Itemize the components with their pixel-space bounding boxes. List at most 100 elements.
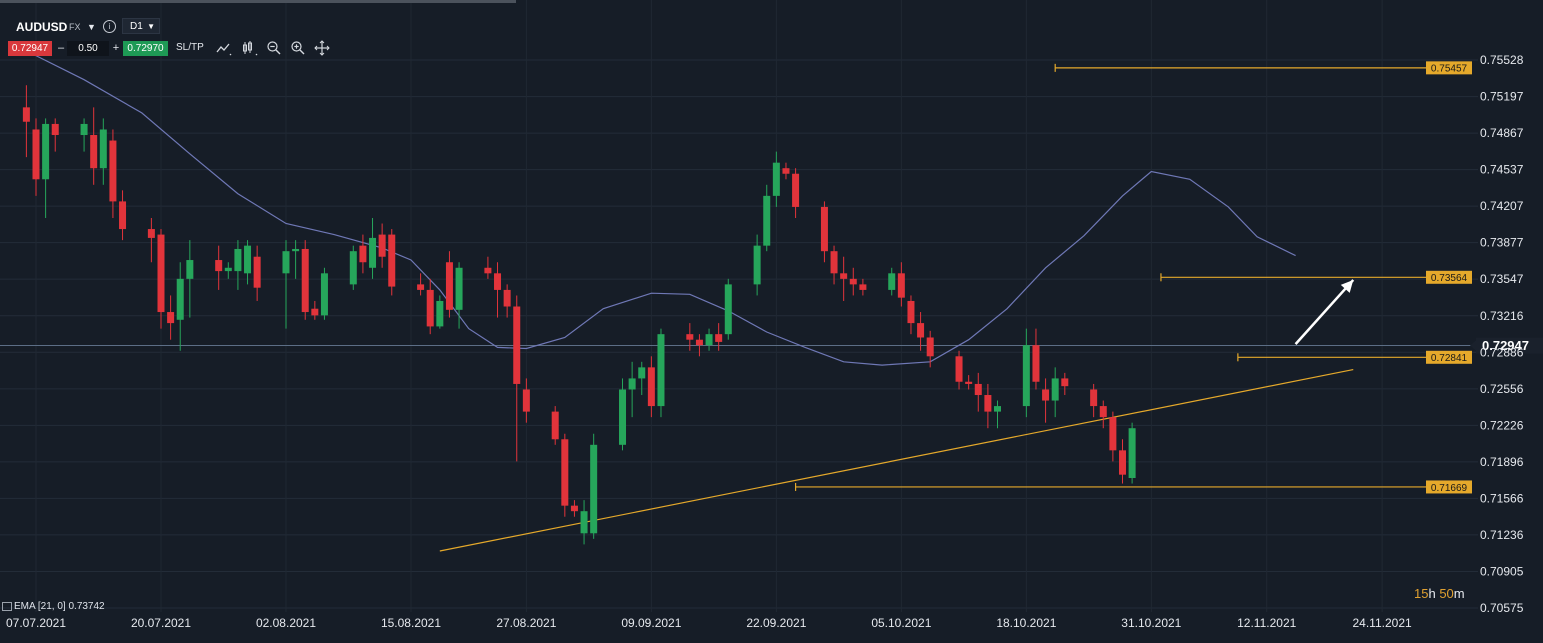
candle-down [109, 140, 117, 202]
chart-grid [0, 0, 1478, 612]
candle-up [176, 278, 184, 320]
price-tick-label: 0.74537 [1480, 163, 1524, 177]
price-axis: 0.75528 0.75197 0.74867 0.74537 0.74207 0.738… [1480, 53, 1524, 615]
date-tick-label: 05.10.2021 [871, 616, 931, 630]
market-type: FX [69, 22, 81, 32]
candle-down [22, 107, 30, 122]
projection-arrow-head [1340, 279, 1354, 293]
crosshair-icon[interactable] [314, 40, 330, 56]
zoom-in-icon[interactable] [290, 40, 306, 56]
candle-up [292, 248, 300, 252]
candle-down [513, 306, 521, 384]
candle-down [1061, 378, 1069, 387]
candle-up [994, 406, 1001, 412]
increase-quantity-button[interactable]: + [112, 42, 120, 54]
price-tick-label: 0.74867 [1480, 126, 1524, 140]
candle-down [301, 248, 309, 313]
timeframe-select[interactable]: D1 ▼ [122, 18, 160, 34]
indicator-text: EMA [21, 0] 0.73742 [14, 601, 105, 612]
candle-up [590, 444, 598, 534]
candles-layer [22, 85, 1136, 545]
symbol-dropdown-icon[interactable]: ▼ [87, 22, 96, 32]
price-tick-label: 0.71566 [1480, 491, 1524, 505]
date-tick-label: 27.08.2021 [496, 616, 556, 630]
candle-up [619, 389, 627, 445]
candle-up [234, 248, 242, 272]
candle-down [926, 337, 934, 357]
candle-down [974, 383, 982, 396]
sell-button[interactable]: 0.72947 [8, 41, 52, 56]
indicator-legend[interactable]: EMA [21, 0] 0.73742 [2, 601, 105, 612]
candle-down [984, 395, 992, 412]
candle-down [51, 123, 59, 136]
candle-up [753, 245, 761, 285]
candle-up [349, 251, 357, 285]
ema-line-layer [26, 50, 1296, 366]
candle-down [820, 206, 828, 252]
date-tick-label: 12.11.2021 [1237, 616, 1296, 630]
candle-down [522, 389, 530, 412]
level-badge [1426, 61, 1472, 75]
candle-down [840, 273, 848, 279]
candle-up [705, 334, 713, 346]
price-tick-label: 0.72556 [1480, 382, 1524, 396]
price-tick-label: 0.72886 [1480, 345, 1524, 359]
zoom-out-icon[interactable] [266, 40, 282, 56]
candle-down [792, 173, 800, 207]
level-badge-label: 0.73564 [1431, 273, 1468, 284]
candle-down [897, 273, 905, 298]
date-tick-label: 15.08.2021 [381, 616, 441, 630]
countdown-hours-unit: h [1428, 586, 1436, 601]
price-tick-label: 0.73877 [1480, 236, 1524, 250]
chart-toolbar: AUDUSD FX ▼ i D1 ▼ 0.72947 – 0.50 + 0.72… [0, 0, 1543, 62]
candle-up [369, 237, 377, 268]
candle-up [657, 334, 665, 407]
date-tick-label: 24.11.2021 [1353, 616, 1412, 630]
candle-down [965, 381, 973, 384]
trendline [439, 368, 1354, 552]
line-chart-icon[interactable] [216, 40, 232, 56]
quantity-input[interactable]: 0.50 [67, 41, 109, 56]
candle-up [772, 162, 780, 196]
candle-up [763, 195, 771, 246]
decrease-quantity-button[interactable]: – [57, 42, 65, 54]
level-badge-label: 0.75457 [1431, 64, 1468, 75]
candle-up [1022, 345, 1030, 407]
price-tick-label: 0.75528 [1480, 53, 1524, 67]
candle-down [90, 135, 98, 169]
candle-down [830, 251, 838, 274]
candle-down [157, 234, 165, 313]
price-tick-label: 0.75197 [1480, 90, 1524, 104]
candle-down [311, 308, 319, 316]
candle-down [503, 289, 511, 307]
candle-up [638, 367, 646, 379]
current-price-badge [1476, 337, 1543, 354]
symbol-name[interactable]: AUDUSD [16, 20, 68, 34]
candle-down [782, 168, 790, 174]
buy-button[interactable]: 0.72970 [123, 41, 168, 56]
top-strip [0, 0, 516, 3]
candle-up [42, 123, 50, 180]
candle-down [907, 300, 915, 324]
candle-down [686, 334, 694, 340]
price-tick-label: 0.71896 [1480, 455, 1524, 469]
candle-down [849, 278, 857, 285]
sltp-button[interactable]: SL/TP [176, 42, 204, 53]
candle-up [320, 273, 328, 316]
level-badge [1426, 270, 1472, 284]
level-badge [1426, 350, 1472, 364]
candle-down [1099, 406, 1107, 418]
trendline-layer [439, 368, 1354, 552]
candle-up [1128, 428, 1136, 478]
candles-icon[interactable] [242, 40, 258, 56]
info-icon[interactable]: i [103, 20, 116, 33]
candle-down [426, 289, 434, 327]
date-tick-label: 07.07.2021 [6, 616, 66, 630]
candle-down [484, 267, 492, 274]
candle-down [1109, 417, 1117, 451]
candle-down [695, 339, 703, 346]
date-tick-label: 09.09.2021 [621, 616, 681, 630]
candle-down [167, 312, 175, 324]
indicator-settings-icon[interactable] [2, 601, 12, 611]
